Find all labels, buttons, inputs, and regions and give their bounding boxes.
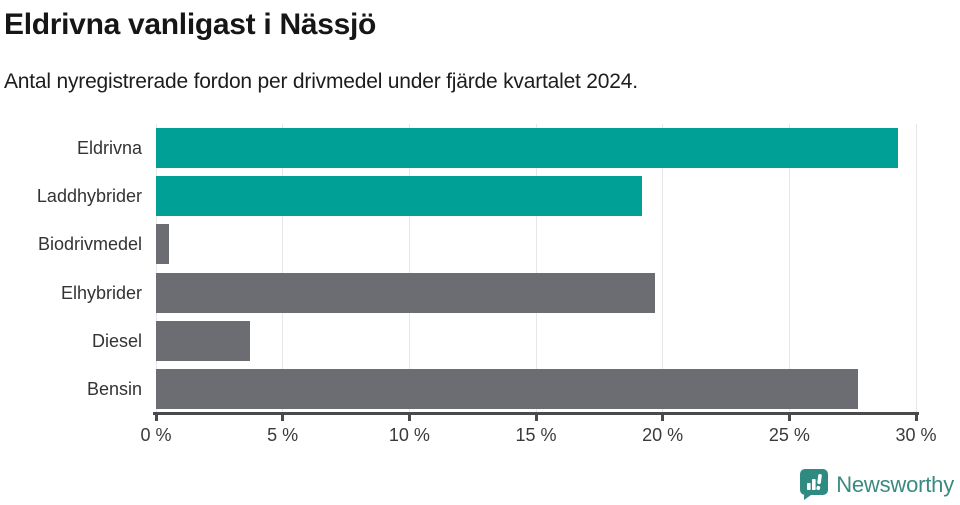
x-axis-tick: [914, 412, 918, 421]
category-label: Biodrivmedel: [37, 234, 142, 255]
x-axis-tick-label: 30 %: [895, 425, 937, 445]
category-label: Diesel: [91, 330, 142, 351]
x-axis-tick-label: 0 %: [140, 425, 172, 445]
category-label: Bensin: [86, 378, 142, 399]
x-axis-tick-label: 20 %: [642, 425, 684, 445]
gridline: [535, 124, 537, 413]
bar: [156, 272, 656, 313]
x-axis-tick-label: 25 %: [768, 425, 810, 445]
x-axis-tick: [154, 412, 158, 421]
bar-row: Bensin: [87, 365, 916, 413]
bar-row: Biodrivmedel: [38, 220, 916, 268]
gridline: [155, 124, 157, 413]
bar: [156, 224, 169, 265]
bar: [156, 176, 643, 217]
gridline: [662, 124, 664, 413]
bar-row: Eldrivna: [77, 124, 916, 172]
x-axis-tick: [407, 412, 411, 421]
gridline: [788, 124, 790, 413]
x-axis-tick: [281, 412, 285, 421]
x-axis-tick: [534, 412, 538, 421]
newsworthy-logo-icon: [800, 469, 829, 500]
bar: [156, 368, 858, 409]
x-axis-tick-label: 5 %: [267, 425, 299, 445]
bar: [156, 128, 899, 169]
category-label: Eldrivna: [76, 138, 142, 158]
bar-row: Elhybrider: [61, 269, 916, 317]
x-axis-tick: [661, 412, 665, 421]
gridline: [408, 124, 410, 413]
chart-subtitle: Antal nyregistrerade fordon per drivmede…: [4, 70, 638, 93]
x-axis: 0 % 5 % 10 % 15 % 20 % 25 % 30 %: [140, 412, 937, 457]
gridline: [282, 124, 284, 413]
category-label: Laddhybrider: [36, 186, 142, 207]
brand-footer: Newsworthy: [800, 469, 954, 500]
x-axis-tick-label: 10 %: [388, 425, 430, 445]
x-axis-tick: [787, 412, 791, 421]
bar: [156, 320, 250, 361]
bar-row: Laddhybrider: [37, 172, 916, 220]
brand-name: Newsworthy: [836, 471, 954, 497]
category-label: Elhybrider: [60, 282, 142, 303]
bar-row: Diesel: [92, 317, 916, 365]
plot-area: Eldrivna Laddhybrider Biodrivmedel Elhybrid…: [37, 124, 917, 413]
x-axis-tick-label: 15 %: [515, 425, 557, 445]
chart-title: Eldrivna vanligast i Nässjö: [4, 8, 377, 41]
gridline: [915, 124, 917, 413]
